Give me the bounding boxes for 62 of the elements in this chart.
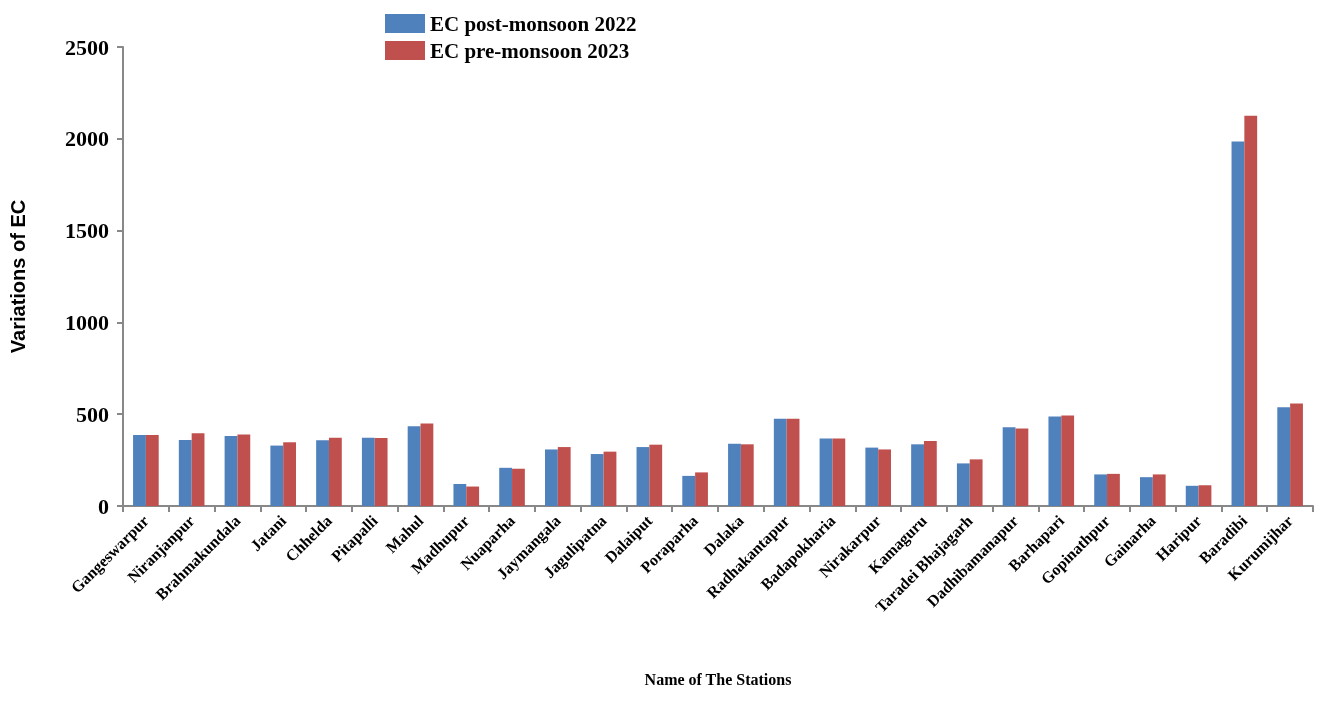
bar (270, 445, 284, 506)
bar (133, 434, 146, 506)
bar (361, 437, 375, 506)
y-axis-title: Variations of EC (7, 199, 29, 354)
bar (1002, 427, 1016, 506)
y-tick-label: 500 (76, 401, 109, 427)
bar (1152, 474, 1166, 506)
bar (328, 437, 342, 506)
bar (1290, 403, 1303, 506)
bar (1244, 115, 1258, 506)
bar (865, 447, 879, 506)
bar (453, 483, 467, 506)
bar (224, 436, 238, 506)
bar (786, 418, 800, 506)
bar (178, 439, 192, 506)
legend-label: EC pre-monsoon 2023 (430, 38, 630, 63)
bar (374, 438, 388, 506)
bar (1139, 477, 1153, 506)
y-tick-label: 1000 (65, 309, 109, 335)
bar (1185, 485, 1199, 506)
bar (878, 449, 892, 506)
bar (603, 451, 617, 506)
bar (145, 434, 159, 506)
y-tick-label: 2000 (65, 126, 109, 152)
bar (956, 463, 970, 506)
bar (283, 442, 297, 506)
bar (740, 444, 754, 506)
bar (695, 472, 708, 506)
bar (1094, 474, 1108, 506)
bar (911, 444, 924, 506)
bar (512, 468, 525, 506)
bar (590, 454, 604, 506)
bar (1061, 415, 1075, 506)
bar (191, 433, 205, 506)
bar (1277, 407, 1291, 506)
bar (819, 438, 833, 506)
bar (466, 486, 480, 506)
bar (237, 434, 251, 506)
y-tick-label: 1500 (65, 218, 109, 244)
bar (773, 418, 787, 506)
bar (557, 447, 571, 506)
x-axis-title: Name of The Stations (644, 670, 792, 688)
bar (728, 443, 741, 506)
bar (407, 426, 421, 506)
bar (316, 440, 329, 506)
bar (636, 447, 650, 506)
bar (1231, 141, 1245, 506)
bar (499, 467, 513, 506)
bar (923, 441, 937, 506)
bar (1198, 485, 1212, 506)
bar (832, 438, 846, 506)
bar (420, 423, 434, 506)
bar (969, 459, 983, 506)
y-tick-label: 0 (98, 493, 109, 519)
bar (1107, 473, 1120, 506)
legend-label: EC post-monsoon 2022 (430, 11, 637, 36)
bar (1048, 416, 1062, 506)
bar (544, 449, 558, 506)
bar (649, 444, 663, 506)
bar (1015, 428, 1029, 506)
bar (682, 475, 696, 506)
y-tick-label: 2500 (65, 34, 109, 60)
